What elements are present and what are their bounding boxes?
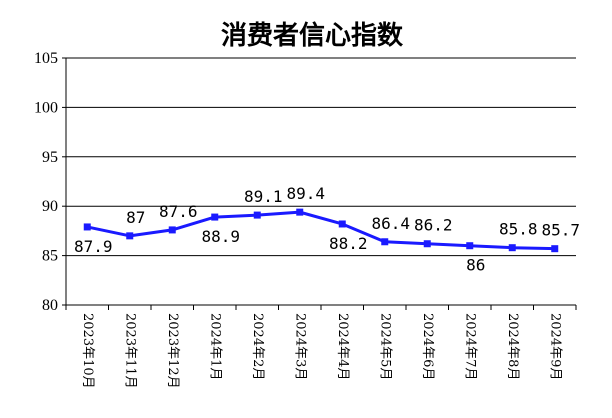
x-tick-label: 2024年9月	[547, 313, 562, 380]
y-tick-label: 85	[42, 248, 58, 265]
y-tick-label: 95	[42, 149, 58, 166]
data-point	[508, 244, 516, 252]
data-label: 87.6	[159, 202, 198, 221]
series-line	[86, 210, 555, 251]
x-tick-label: 2024年3月	[292, 313, 307, 380]
data-point	[211, 213, 219, 221]
x-tick-label: 2024年6月	[420, 313, 435, 380]
y-tick-label: 100	[34, 99, 58, 116]
data-label: 87.9	[74, 237, 113, 256]
y-tick-label: 90	[42, 198, 58, 215]
data-label: 85.8	[499, 220, 538, 239]
data-label: 86	[466, 256, 485, 275]
y-tick-label: 105	[34, 50, 58, 67]
y-tick-label: 80	[42, 297, 58, 314]
data-label: 85.7	[541, 221, 580, 240]
data-point	[126, 232, 134, 240]
chart-title: 消费者信心指数	[221, 21, 404, 51]
data-point	[296, 208, 304, 216]
data-label: 88.9	[201, 227, 240, 246]
x-tick-label: 2023年12月	[165, 313, 180, 389]
x-tick-label: 2023年10月	[80, 313, 95, 389]
data-label: 86.4	[371, 214, 410, 233]
x-tick-label: 2024年7月	[462, 313, 477, 380]
data-label: 87	[126, 208, 145, 227]
x-tick-label: 2024年1月	[207, 313, 222, 380]
data-point	[83, 223, 91, 231]
data-point	[381, 238, 389, 246]
data-label: 86.2	[414, 216, 453, 235]
data-point	[551, 245, 559, 253]
x-tick-label: 2023年11月	[122, 313, 137, 389]
data-label: 89.4	[286, 184, 325, 203]
data-point	[466, 242, 474, 250]
data-point	[338, 220, 346, 228]
x-tick-label: 2024年8月	[505, 313, 520, 380]
data-label: 89.1	[244, 187, 283, 206]
x-tick-label: 2024年2月	[250, 313, 265, 380]
x-tick-label: 2024年5月	[377, 313, 392, 380]
data-point	[423, 240, 431, 248]
x-tick-label: 2024年4月	[335, 313, 350, 380]
data-point	[253, 211, 261, 219]
data-label: 88.2	[329, 234, 368, 253]
data-point	[168, 226, 176, 234]
